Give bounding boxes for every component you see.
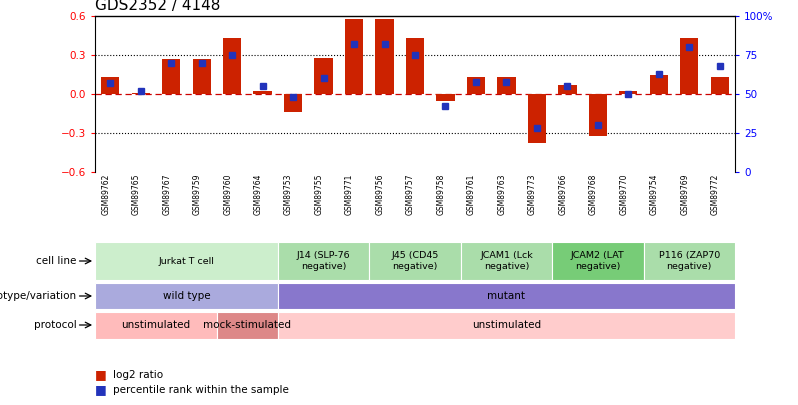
Text: GSM89769: GSM89769: [680, 174, 689, 215]
Bar: [467, 77, 485, 94]
Bar: [643, 242, 735, 280]
Text: GSM89760: GSM89760: [223, 174, 232, 215]
Bar: [375, 19, 393, 94]
Text: unstimulated: unstimulated: [121, 320, 191, 330]
Text: GSM89757: GSM89757: [406, 174, 415, 215]
Bar: [369, 242, 460, 280]
Bar: [278, 284, 735, 309]
Text: cell line: cell line: [37, 256, 77, 266]
Text: GSM89759: GSM89759: [192, 174, 202, 215]
Text: J45 (CD45
negative): J45 (CD45 negative): [391, 251, 439, 271]
Text: JCAM1 (Lck
negative): JCAM1 (Lck negative): [480, 251, 533, 271]
Text: log2 ratio: log2 ratio: [113, 370, 163, 380]
Text: JCAM2 (LAT
negative): JCAM2 (LAT negative): [571, 251, 625, 271]
Bar: [95, 242, 278, 280]
Bar: [278, 242, 369, 280]
Text: GSM89768: GSM89768: [589, 174, 598, 215]
Text: mutant: mutant: [488, 291, 525, 301]
Text: GSM89767: GSM89767: [162, 174, 172, 215]
Text: genotype/variation: genotype/variation: [0, 291, 77, 301]
Text: GDS2352 / 4148: GDS2352 / 4148: [95, 0, 220, 13]
Bar: [95, 311, 217, 339]
Bar: [680, 38, 698, 94]
Bar: [95, 284, 278, 309]
Bar: [162, 59, 180, 94]
Text: GSM89753: GSM89753: [284, 174, 293, 215]
Text: GSM89771: GSM89771: [345, 174, 354, 215]
Text: GSM89761: GSM89761: [467, 174, 476, 215]
Bar: [711, 77, 729, 94]
Text: GSM89766: GSM89766: [559, 174, 567, 215]
Text: ■: ■: [95, 369, 107, 382]
Text: GSM89770: GSM89770: [619, 174, 628, 215]
Bar: [650, 75, 668, 94]
Text: GSM89765: GSM89765: [132, 174, 140, 215]
Bar: [406, 38, 425, 94]
Bar: [437, 94, 455, 100]
Bar: [217, 311, 278, 339]
Bar: [192, 59, 211, 94]
Bar: [619, 92, 638, 94]
Text: protocol: protocol: [34, 320, 77, 330]
Bar: [589, 94, 607, 136]
Text: GSM89758: GSM89758: [437, 174, 445, 215]
Text: unstimulated: unstimulated: [472, 320, 541, 330]
Text: GSM89773: GSM89773: [528, 174, 537, 215]
Bar: [527, 94, 546, 143]
Text: ■: ■: [95, 384, 107, 396]
Text: mock-stimulated: mock-stimulated: [203, 320, 291, 330]
Text: GSM89763: GSM89763: [497, 174, 507, 215]
Bar: [559, 85, 576, 94]
Text: P116 (ZAP70
negative): P116 (ZAP70 negative): [658, 251, 720, 271]
Bar: [314, 58, 333, 94]
Text: Jurkat T cell: Jurkat T cell: [159, 256, 215, 266]
Bar: [284, 94, 302, 112]
Text: GSM89772: GSM89772: [711, 174, 720, 215]
Bar: [254, 92, 272, 94]
Text: GSM89764: GSM89764: [254, 174, 263, 215]
Bar: [223, 38, 241, 94]
Text: GSM89762: GSM89762: [101, 174, 110, 215]
Bar: [278, 311, 735, 339]
Bar: [132, 93, 150, 94]
Bar: [345, 19, 363, 94]
Text: wild type: wild type: [163, 291, 210, 301]
Text: GSM89756: GSM89756: [376, 174, 385, 215]
Text: GSM89755: GSM89755: [314, 174, 323, 215]
Bar: [101, 77, 120, 94]
Text: J14 (SLP-76
negative): J14 (SLP-76 negative): [297, 251, 350, 271]
Bar: [552, 242, 643, 280]
Text: GSM89754: GSM89754: [650, 174, 659, 215]
Bar: [497, 77, 516, 94]
Text: percentile rank within the sample: percentile rank within the sample: [113, 385, 288, 395]
Bar: [460, 242, 552, 280]
